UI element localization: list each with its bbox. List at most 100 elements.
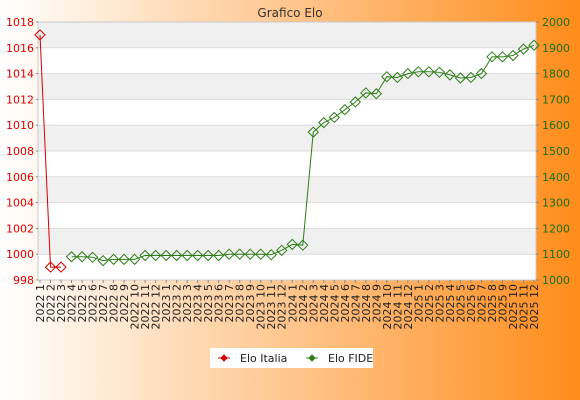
data-point bbox=[202, 249, 214, 262]
data-point bbox=[496, 51, 509, 63]
y-right-tick-label: 1100 bbox=[542, 248, 570, 261]
y-left-tick-label: 1012 bbox=[6, 93, 34, 106]
x-tick-label: 2022 4 bbox=[66, 284, 79, 323]
data-point bbox=[276, 244, 288, 257]
legend: Elo Italia Elo FIDE bbox=[210, 348, 373, 368]
series-line bbox=[39, 34, 62, 268]
x-tick-label: 2025 7 bbox=[475, 284, 488, 323]
y-left-tick-label: 1008 bbox=[6, 145, 34, 158]
data-point bbox=[444, 69, 456, 81]
data-point bbox=[318, 116, 330, 129]
x-tick-label: 2025 12 bbox=[528, 284, 541, 330]
data-point bbox=[423, 66, 435, 78]
data-point bbox=[223, 248, 235, 260]
data-point bbox=[55, 261, 67, 273]
axes: 998 1000 1002 1004 1006 1008 1010 1012 1014 1016 1… bbox=[6, 16, 570, 330]
x-tick-label: 2024 11 bbox=[391, 284, 404, 330]
x-tick-label: 2024 5 bbox=[328, 284, 341, 323]
x-tick-label: 2025 5 bbox=[454, 284, 467, 323]
y-left-tick-label: 1016 bbox=[6, 42, 34, 55]
x-tick-label: 2023 11 bbox=[265, 284, 278, 330]
legend-item: Elo FIDE bbox=[306, 352, 373, 365]
data-point bbox=[118, 253, 130, 266]
data-point bbox=[149, 249, 162, 262]
data-point bbox=[86, 251, 99, 264]
y-right-tick-label: 1500 bbox=[542, 145, 570, 158]
legend-item: Elo Italia bbox=[218, 352, 287, 365]
x-tick-label: 2024 1 bbox=[286, 284, 299, 323]
y-right-tick-label: 1000 bbox=[542, 274, 570, 287]
legend-box bbox=[210, 348, 373, 368]
x-tick-label: 2022 6 bbox=[87, 284, 100, 323]
data-point bbox=[402, 67, 414, 80]
x-tick-label: 2022 1 bbox=[34, 284, 47, 323]
x-tick-label: 2022 9 bbox=[118, 284, 131, 323]
legend-label: Elo FIDE bbox=[328, 352, 373, 365]
data-point bbox=[107, 253, 120, 266]
x-tick-label: 2022 3 bbox=[55, 284, 68, 323]
x-tick-label: 2024 2 bbox=[297, 284, 310, 323]
x-tick-label: 2024 4 bbox=[318, 284, 331, 323]
chart-title: Grafico Elo bbox=[257, 6, 322, 20]
x-tick-label: 2024 10 bbox=[381, 284, 394, 330]
x-tick-label: 2023 4 bbox=[192, 284, 205, 323]
legend-label: Elo Italia bbox=[240, 352, 287, 365]
data-point bbox=[65, 251, 78, 263]
data-point bbox=[286, 238, 298, 251]
x-tick-label: 2024 6 bbox=[339, 284, 352, 323]
y-left-tick-label: 1018 bbox=[6, 16, 34, 29]
legend-marker bbox=[220, 354, 228, 362]
grid bbox=[37, 21, 537, 281]
x-tick-label: 2023 7 bbox=[223, 284, 236, 323]
x-tick-label: 2025 10 bbox=[507, 284, 520, 330]
x-tick-label: 2025 9 bbox=[496, 284, 509, 323]
x-tick-label: 2025 11 bbox=[517, 284, 530, 330]
x-tick-label: 2025 8 bbox=[486, 284, 499, 323]
data-point bbox=[212, 249, 225, 262]
x-tick-label: 2022 8 bbox=[108, 284, 121, 323]
data-point bbox=[76, 251, 88, 263]
y-right-tick-label: 1200 bbox=[542, 222, 570, 235]
x-tick-label: 2022 11 bbox=[139, 284, 152, 330]
data-point bbox=[370, 88, 383, 100]
y-left-tick-label: 1004 bbox=[6, 197, 34, 210]
x-tick-label: 2023 3 bbox=[181, 284, 194, 323]
x-tick-label: 2023 5 bbox=[202, 284, 215, 323]
series-elo-fide bbox=[65, 39, 540, 267]
x-tick-label: 2023 2 bbox=[171, 284, 184, 323]
y-right-tick-label: 1300 bbox=[542, 197, 570, 210]
grid-band bbox=[38, 125, 536, 151]
data-point bbox=[528, 39, 540, 51]
x-tick-label: 2025 2 bbox=[423, 284, 436, 323]
data-point bbox=[507, 49, 519, 62]
data-point bbox=[360, 87, 372, 99]
data-point bbox=[328, 111, 341, 124]
y-right-tick-label: 1400 bbox=[542, 171, 570, 184]
x-tick-label: 2022 2 bbox=[45, 284, 58, 323]
x-tick-label: 2022 5 bbox=[76, 284, 89, 323]
x-tick-label: 2024 3 bbox=[307, 284, 320, 323]
data-point bbox=[307, 126, 319, 138]
series bbox=[34, 29, 540, 273]
data-point bbox=[160, 249, 172, 262]
y-right-tick-label: 1700 bbox=[542, 93, 570, 106]
legend-marker bbox=[308, 354, 316, 362]
data-point bbox=[391, 71, 404, 84]
data-point bbox=[349, 96, 362, 108]
x-tick-label: 2024 8 bbox=[360, 284, 373, 323]
x-tick-label: 2023 1 bbox=[160, 284, 173, 323]
data-point bbox=[244, 248, 256, 260]
x-tick-label: 2023 6 bbox=[213, 284, 226, 323]
x-tick-label: 2025 6 bbox=[465, 284, 478, 323]
data-point bbox=[265, 249, 277, 261]
x-tick-label: 2022 7 bbox=[97, 284, 110, 323]
x-tick-label: 2025 1 bbox=[412, 284, 425, 323]
x-tick-label: 2023 12 bbox=[276, 284, 289, 330]
data-point bbox=[139, 249, 151, 262]
grid-band bbox=[38, 73, 536, 100]
data-point bbox=[34, 29, 46, 41]
data-point bbox=[454, 72, 467, 84]
data-point bbox=[97, 254, 109, 267]
y-left-tick-label: 998 bbox=[13, 274, 34, 287]
